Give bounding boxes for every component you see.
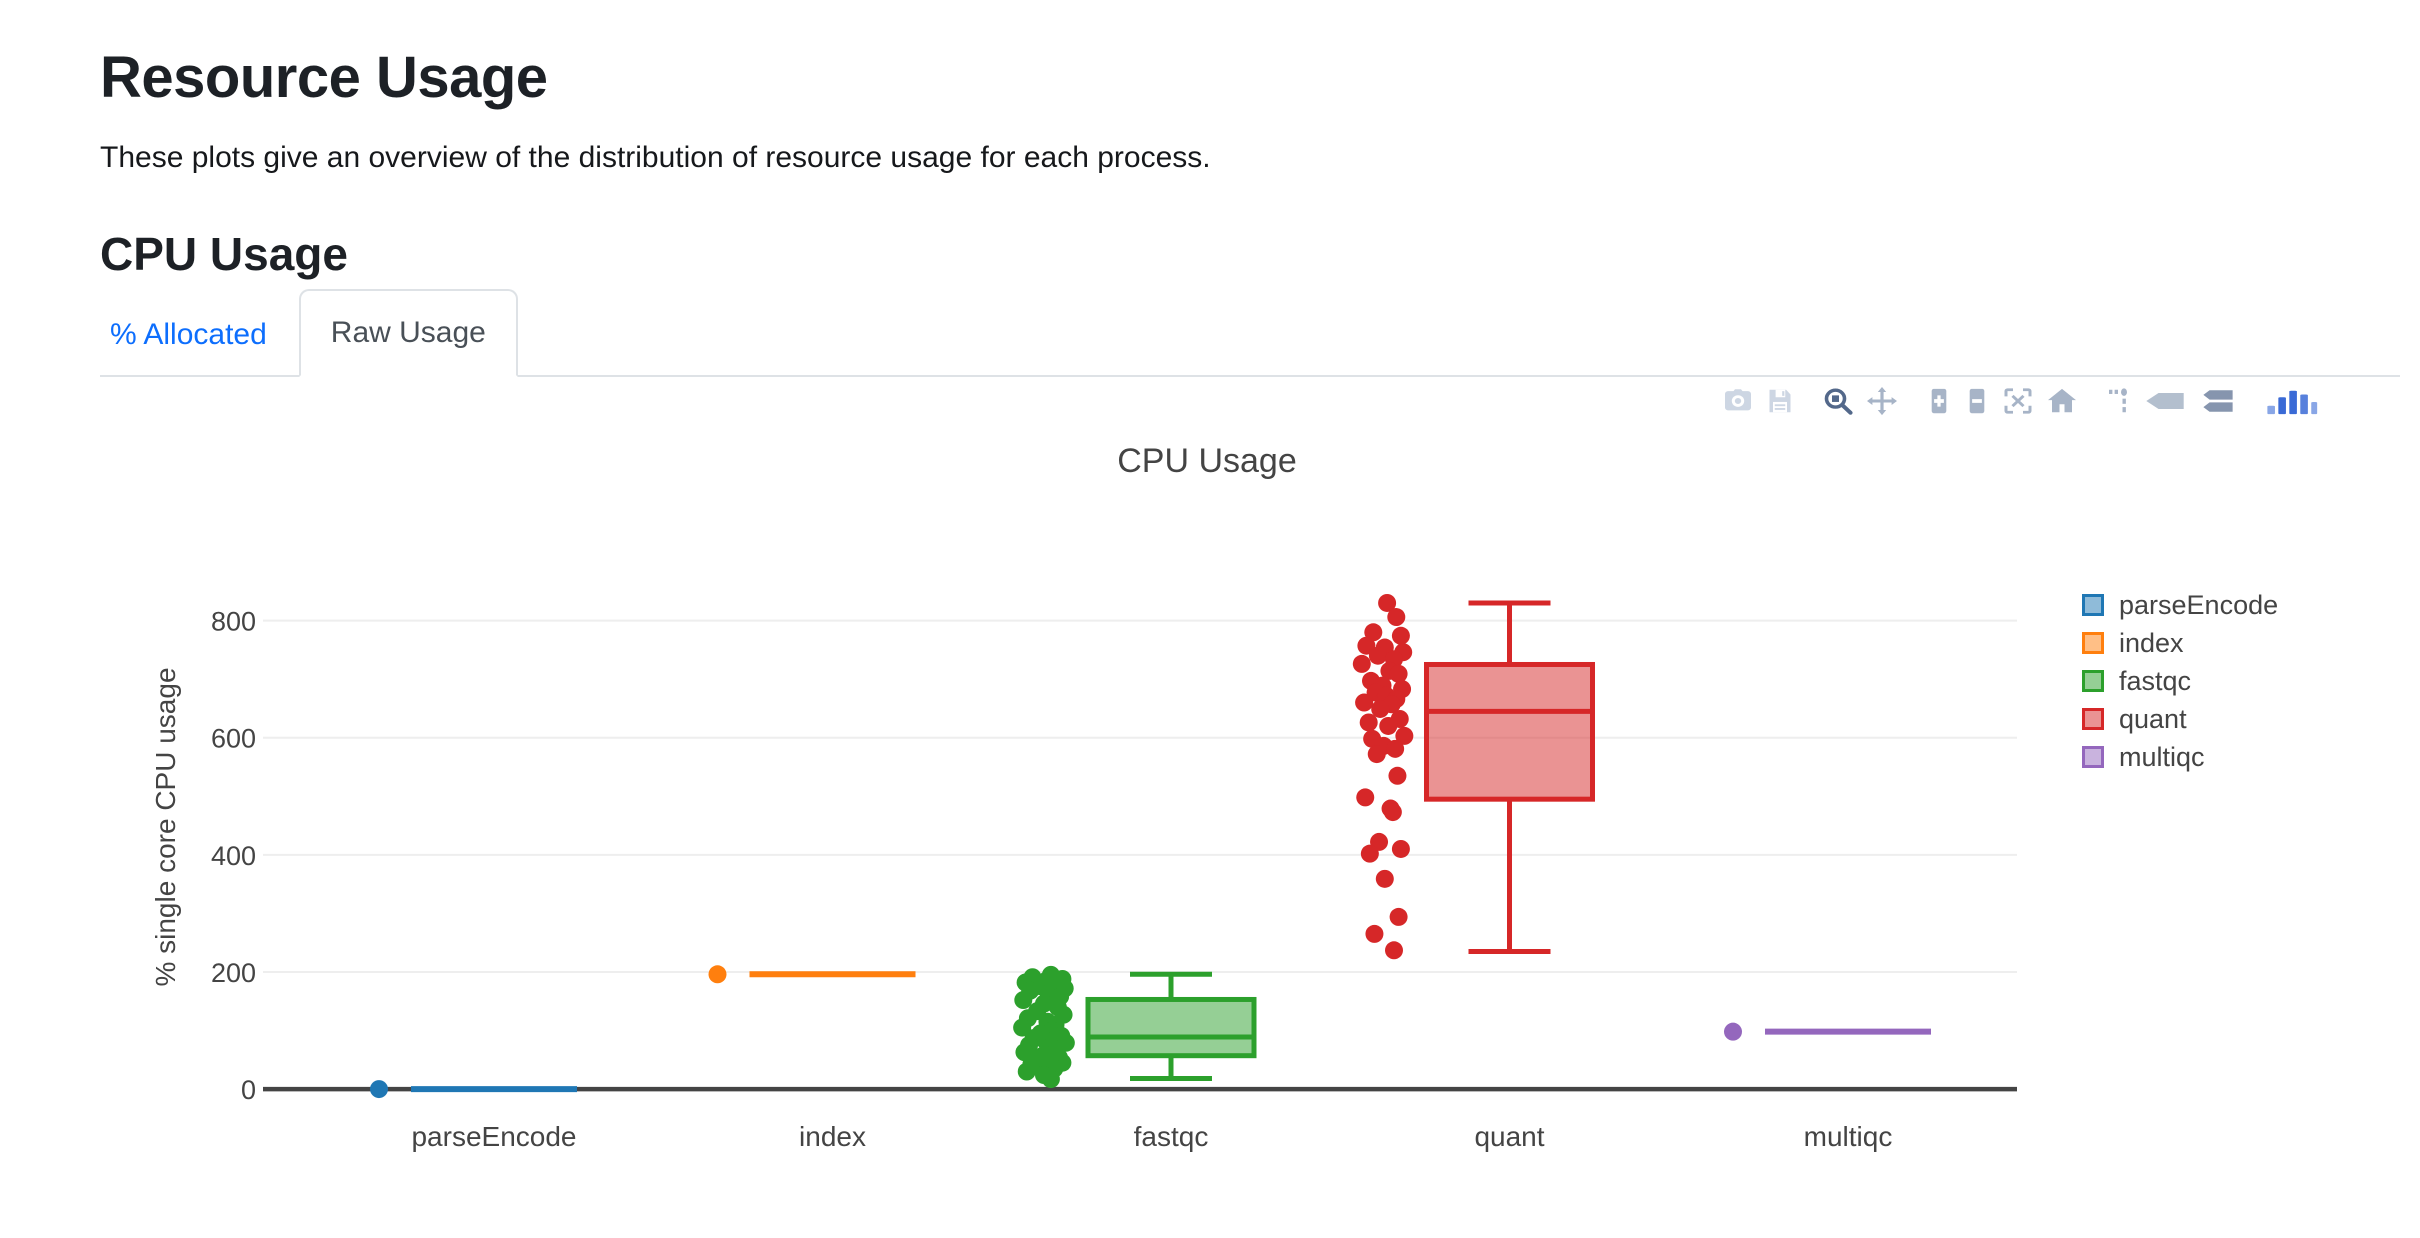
- autoscale-icon[interactable]: [2002, 386, 2034, 416]
- legend-label: multiqc: [2119, 741, 2205, 772]
- tab-raw-usage[interactable]: Raw Usage: [298, 289, 518, 377]
- box: [1085, 996, 1257, 1059]
- legend-item-fastqc[interactable]: fastqc: [2082, 662, 2278, 700]
- legend-label: fastqc: [2119, 665, 2192, 696]
- scatter-point: [1379, 716, 1398, 735]
- series-index: [708, 965, 916, 984]
- download-png-icon[interactable]: [1722, 386, 1754, 416]
- y-tick-label: 0: [241, 1075, 256, 1105]
- chart-title: CPU Usage: [1117, 442, 1297, 480]
- scatter-point: [1395, 726, 1414, 745]
- x-tick-label: fastqc: [1134, 1121, 1209, 1152]
- reset-axes-icon: [2048, 388, 2076, 413]
- legend-swatch-icon: [2082, 632, 2104, 654]
- zoom-in-icon[interactable]: [1926, 386, 1952, 416]
- scatter-point: [1371, 699, 1390, 718]
- series-quant: [1352, 593, 1595, 960]
- scatter-point: [1355, 693, 1374, 712]
- section-heading-cpu-usage: CPU Usage: [100, 228, 348, 280]
- download-png-icon: [1725, 389, 1751, 411]
- scatter-point: [1360, 844, 1379, 863]
- legend-swatch-icon: [2082, 746, 2104, 768]
- scatter-point: [1359, 713, 1378, 732]
- spike-lines-icon[interactable]: [2106, 386, 2130, 416]
- hover-closest-icon: [2146, 393, 2184, 409]
- page-title: Resource Usage: [100, 45, 548, 110]
- series-fastqc: [1013, 965, 1257, 1089]
- report-header: Resource Usage These plots give an overv…: [0, 0, 2420, 377]
- y-tick-label: 200: [211, 958, 256, 988]
- cpu-chart-svg[interactable]: CPU Usage 0 200 400 600 800 % single core CPU …: [0, 380, 2420, 1238]
- plotly-logo-icon[interactable]: [2264, 386, 2318, 416]
- legend-swatch-icon: [2082, 594, 2104, 616]
- box: [1424, 661, 1595, 802]
- y-tick-label: 800: [211, 607, 256, 637]
- zoom-in-icon: [1931, 388, 1947, 414]
- legend-swatch-icon: [2082, 708, 2104, 730]
- hover-compare-icon: [2203, 390, 2233, 412]
- zoom-out-icon: [1969, 388, 1985, 414]
- cpu-usage-chart: CPU Usage 0 200 400 600 800 % single core CPU …: [0, 380, 2420, 1238]
- legend-item-index[interactable]: index: [2082, 624, 2278, 662]
- pan-icon: [1867, 386, 1897, 416]
- spike-lines-icon: [2109, 388, 2127, 413]
- scatter-point: [1389, 907, 1408, 926]
- legend-label: index: [2119, 627, 2184, 658]
- scatter-point: [1364, 623, 1383, 642]
- x-tick-label: multiqc: [1804, 1121, 1893, 1152]
- scatter-point: [1356, 788, 1375, 807]
- zoom-icon[interactable]: [1822, 386, 1854, 416]
- cpu-usage-tab-bar: % Allocated Raw Usage: [100, 289, 2400, 377]
- y-axis-title: % single core CPU usage: [150, 667, 181, 986]
- scatter-point: [1378, 593, 1397, 612]
- scatter-point: [1387, 608, 1406, 627]
- series-multiqc: [1724, 1022, 1931, 1041]
- x-tick-label: parseEncode: [411, 1121, 576, 1152]
- autoscale-icon: [2004, 388, 2032, 414]
- scatter-point: [1014, 991, 1033, 1010]
- scatter-point: [1041, 1070, 1060, 1089]
- legend-label: parseEncode: [2119, 589, 2279, 620]
- zoom-icon: [1824, 388, 1853, 415]
- scatter-point: [1365, 924, 1384, 943]
- hover-compare-icon[interactable]: [2200, 386, 2236, 416]
- scatter-point: [1724, 1022, 1742, 1041]
- scatter-point: [1389, 664, 1408, 683]
- legend-item-quant[interactable]: quant: [2082, 700, 2278, 738]
- series-parseEncode: [370, 1080, 577, 1099]
- page-subtitle: These plots give an overview of the dist…: [100, 141, 1211, 174]
- tab-percent-allocated[interactable]: % Allocated: [110, 318, 267, 351]
- scatter-point: [1352, 654, 1371, 673]
- x-tick-label: index: [799, 1121, 866, 1152]
- plotly-logo-icon: [2267, 390, 2318, 415]
- scatter-point: [1386, 739, 1405, 758]
- legend-label: quant: [2119, 703, 2187, 734]
- x-tick-label: quant: [1474, 1121, 1544, 1152]
- scatter-point: [370, 1080, 388, 1099]
- save-plot-icon[interactable]: [1766, 386, 1794, 416]
- scatter-point: [1368, 646, 1387, 665]
- y-tick-label: 400: [211, 841, 256, 871]
- reset-axes-icon[interactable]: [2046, 386, 2078, 416]
- chart-legend: parseEncode index fastqc quant multiqc: [2082, 586, 2278, 776]
- legend-swatch-icon: [2082, 670, 2104, 692]
- hover-closest-icon[interactable]: [2142, 386, 2188, 416]
- zoom-out-icon[interactable]: [1964, 386, 1990, 416]
- scatter-point: [1388, 766, 1407, 785]
- scatter-point: [1013, 1018, 1032, 1037]
- legend-item-multiqc[interactable]: multiqc: [2082, 738, 2278, 776]
- plotly-modebar: [1710, 384, 2318, 418]
- scatter-point: [1017, 1062, 1036, 1081]
- scatter-point: [1391, 839, 1410, 858]
- save-plot-icon: [1769, 389, 1791, 413]
- scatter-point: [1385, 941, 1403, 960]
- scatter-point: [1375, 869, 1394, 888]
- y-tick-label: 600: [211, 724, 256, 754]
- scatter-point: [1383, 803, 1402, 822]
- pan-icon[interactable]: [1866, 386, 1898, 416]
- legend-item-parseEncode[interactable]: parseEncode: [2082, 586, 2278, 624]
- scatter-point: [1367, 745, 1386, 764]
- scatter-point: [1391, 626, 1410, 645]
- scatter-point: [708, 965, 727, 984]
